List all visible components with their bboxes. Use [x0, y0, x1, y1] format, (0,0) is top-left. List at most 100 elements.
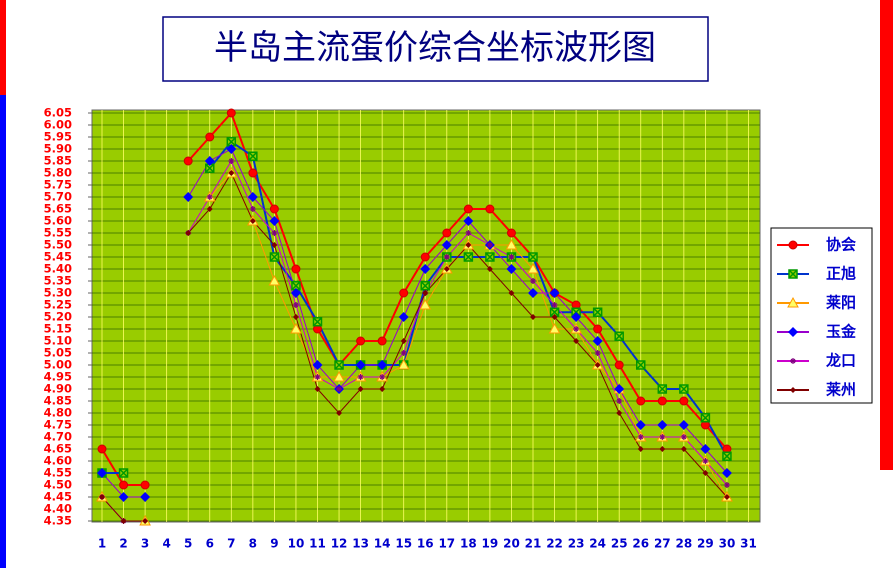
marker — [400, 350, 407, 356]
marker — [248, 168, 258, 178]
legend-label: 玉金 — [826, 323, 857, 341]
x-tick-label: 23 — [568, 537, 585, 551]
marker — [616, 410, 623, 416]
y-tick-label: 4.35 — [44, 514, 72, 528]
marker — [702, 470, 709, 476]
marker — [226, 144, 237, 154]
y-tick-label: 5.95 — [44, 130, 72, 144]
marker — [268, 274, 281, 286]
marker — [442, 228, 452, 238]
legend-marker — [790, 387, 796, 393]
marker — [247, 192, 258, 202]
y-tick-label: 5.70 — [44, 190, 72, 204]
marker — [314, 374, 321, 380]
y-tick-label: 5.15 — [44, 322, 72, 336]
marker — [400, 338, 407, 344]
marker — [419, 298, 432, 310]
marker — [549, 307, 560, 317]
marker — [420, 264, 431, 274]
marker — [635, 420, 646, 430]
x-tick-label: 7 — [227, 537, 235, 551]
marker — [97, 468, 107, 478]
marker — [290, 288, 301, 298]
y-tick-label: 4.65 — [44, 442, 72, 456]
marker — [679, 384, 689, 394]
y-tick-label: 6.05 — [44, 106, 72, 120]
y-tick-label: 4.90 — [44, 382, 72, 396]
marker — [614, 360, 624, 370]
x-tick-label: 2 — [119, 537, 127, 551]
legend-marker — [787, 296, 799, 308]
marker — [118, 492, 129, 502]
x-tick-label: 25 — [611, 537, 628, 551]
y-tick-label: 5.25 — [44, 298, 72, 312]
y-tick-label: 5.55 — [44, 226, 72, 240]
marker — [463, 216, 474, 226]
marker — [185, 230, 192, 236]
y-tick-label: 5.80 — [44, 166, 72, 180]
marker — [551, 314, 558, 320]
marker — [269, 216, 280, 226]
marker — [249, 206, 256, 212]
marker — [636, 396, 646, 406]
marker — [680, 446, 687, 452]
marker — [528, 288, 538, 298]
marker — [679, 396, 689, 406]
y-tick-label: 5.05 — [44, 346, 72, 360]
x-tick-label: 13 — [352, 537, 369, 551]
marker — [573, 338, 580, 344]
legend-box — [770, 227, 873, 404]
marker — [206, 194, 213, 200]
marker — [336, 386, 343, 392]
y-tick-label: 4.75 — [44, 418, 72, 432]
marker — [422, 290, 429, 296]
marker — [508, 254, 515, 260]
marker — [548, 322, 561, 334]
marker — [269, 204, 279, 214]
marker — [465, 242, 472, 248]
y-tick-label: 5.40 — [44, 262, 72, 276]
x-tick-label: 26 — [632, 537, 649, 551]
marker — [722, 451, 732, 461]
marker — [271, 230, 278, 236]
marker — [463, 252, 474, 262]
x-tick-label: 21 — [525, 537, 542, 551]
y-tick-label: 4.80 — [44, 406, 72, 420]
legend-label: 龙口 — [825, 352, 856, 370]
chart-title: 半岛主流蛋价综合坐标波形图 — [214, 28, 656, 68]
marker — [721, 468, 732, 478]
marker — [377, 360, 388, 370]
marker — [228, 170, 235, 176]
marker — [571, 312, 582, 322]
marker — [485, 252, 495, 262]
marker — [508, 290, 515, 296]
x-tick-label: 19 — [482, 537, 499, 551]
marker — [530, 314, 536, 320]
legend-label: 协会 — [826, 236, 856, 254]
marker — [377, 336, 387, 346]
y-tick-label: 5.00 — [44, 358, 72, 372]
legend-label: 莱州 — [826, 381, 856, 399]
y-tick-label: 5.85 — [44, 154, 72, 168]
marker — [636, 360, 646, 370]
marker — [614, 384, 625, 394]
marker — [463, 204, 473, 214]
marker — [355, 360, 366, 370]
marker — [594, 350, 601, 356]
x-tick-label: 18 — [460, 537, 477, 551]
y-tick-label: 5.90 — [44, 142, 72, 156]
marker — [271, 242, 278, 248]
x-tick-label: 3 — [141, 537, 149, 551]
marker — [700, 413, 711, 423]
legend-marker — [788, 240, 798, 250]
edge-decoration — [880, 0, 893, 470]
marker — [659, 446, 666, 452]
marker — [420, 252, 430, 262]
y-tick-label: 5.30 — [44, 286, 72, 300]
marker — [118, 468, 129, 478]
marker — [420, 281, 430, 291]
x-tick-label: 29 — [697, 537, 714, 551]
marker — [551, 302, 558, 308]
marker — [356, 336, 366, 346]
y-tick-label: 4.85 — [44, 394, 72, 408]
